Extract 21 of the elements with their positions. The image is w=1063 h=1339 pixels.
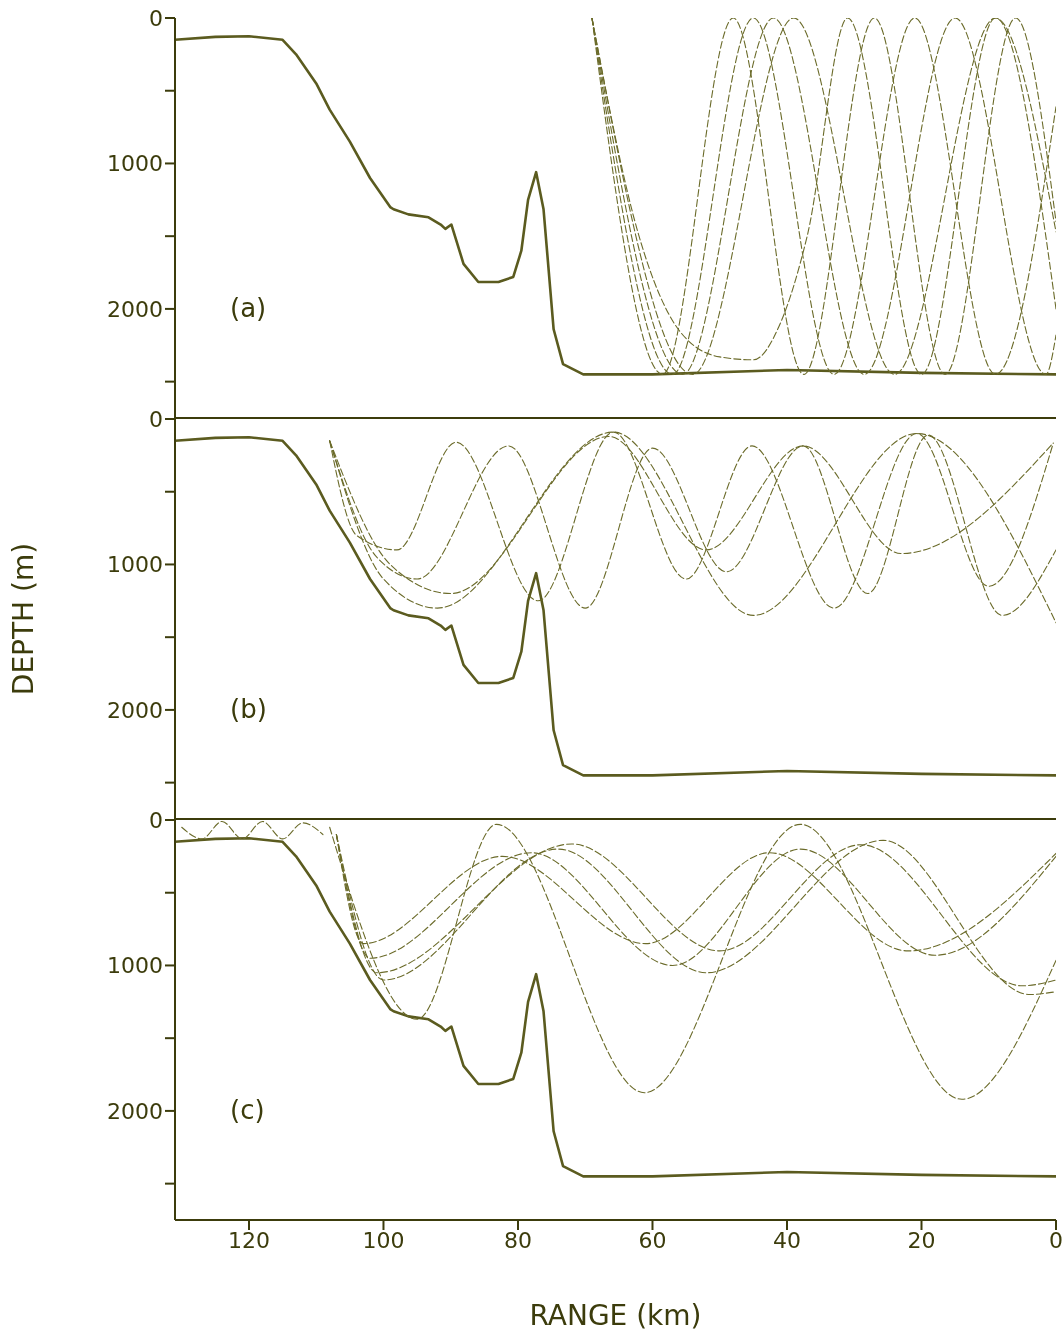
x-tick-label: 0: [1049, 1227, 1063, 1253]
y-tick-label: 0: [149, 406, 163, 432]
x-axis-title: RANGE (km): [529, 1299, 702, 1332]
x-tick-label: 120: [227, 1227, 270, 1253]
x-tick-label: 80: [503, 1227, 532, 1253]
y-tick-label: 2000: [107, 296, 163, 322]
annotation: (c): [230, 1095, 265, 1125]
x-tick-label: 40: [772, 1227, 801, 1253]
y-tick-label: 2000: [107, 1098, 163, 1124]
y-tick-label: 1000: [107, 953, 163, 979]
annotation: (b): [230, 694, 267, 724]
y-axis-title: DEPTH (m): [6, 542, 40, 696]
y-tick-label: 1000: [107, 552, 163, 578]
y-tick-label: 0: [149, 5, 163, 31]
x-tick-label: 20: [907, 1227, 936, 1253]
y-tick-label: 0: [149, 807, 163, 833]
y-tick-label: 1000: [107, 151, 163, 177]
x-tick-label: 60: [638, 1227, 667, 1253]
annotation: (a): [230, 293, 267, 323]
y-tick-label: 2000: [107, 697, 163, 723]
x-tick-label: 100: [362, 1227, 405, 1253]
